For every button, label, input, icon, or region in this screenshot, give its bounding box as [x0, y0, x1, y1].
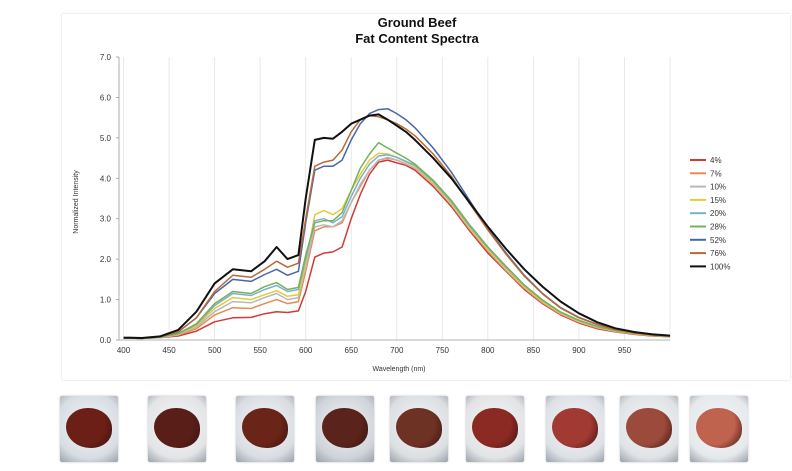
ground-beef-sample [472, 408, 518, 448]
ground-beef-sample [154, 408, 200, 448]
y-axis-label: Normalized Intensity [73, 170, 80, 234]
x-tick-label: 850 [527, 346, 541, 355]
series-line-8 [123, 113, 671, 339]
beef-sample-photo [466, 396, 524, 462]
ground-beef-sample [626, 408, 672, 448]
ground-beef-sample [242, 408, 288, 448]
y-tick-label: 7.0 [100, 53, 112, 62]
ground-beef-sample [322, 408, 368, 448]
beef-sample-photo [690, 396, 748, 462]
x-tick-label: 400 [117, 346, 131, 355]
y-tick-label: 0.0 [100, 336, 112, 345]
ground-beef-sample [696, 408, 742, 448]
sample-photo-strip [40, 396, 780, 468]
x-tick-label: 950 [618, 346, 632, 355]
chart-panel: Ground Beef Fat Content Spectra 400 450 50… [62, 14, 790, 380]
beef-sample-photo [316, 396, 374, 462]
beef-sample-photo [60, 396, 118, 462]
chart-title-line-1: Ground Beef [378, 15, 457, 30]
series-line-3 [123, 152, 671, 340]
x-tick-label: 600 [299, 346, 313, 355]
legend-label: 7% [710, 169, 722, 178]
legend-label: 76% [710, 249, 726, 258]
x-tick-label: 750 [436, 346, 450, 355]
y-tick-label: 1.0 [100, 296, 112, 305]
beef-sample-photo [236, 396, 294, 462]
legend-label: 10% [710, 183, 726, 192]
legend-label: 52% [710, 236, 726, 245]
x-tick-label: 700 [390, 346, 404, 355]
legend-label: 4% [710, 156, 722, 165]
legend-label: 15% [710, 196, 726, 205]
x-tick-label: 900 [572, 346, 586, 355]
ground-beef-sample [396, 408, 442, 448]
ground-beef-sample [552, 408, 598, 448]
beef-sample-photo [148, 396, 206, 462]
series-line-5 [123, 141, 671, 340]
beef-sample-photo [546, 396, 604, 462]
x-tick-label: 550 [253, 346, 267, 355]
legend-label: 28% [710, 223, 726, 232]
x-tick-label: 650 [345, 346, 359, 355]
beef-sample-photo [620, 396, 678, 462]
chart-title-line-2: Fat Content Spectra [355, 31, 479, 46]
x-tick-label: 500 [208, 346, 222, 355]
legend-label: 20% [710, 209, 726, 218]
x-tick-label: 800 [481, 346, 495, 355]
y-tick-label: 6.0 [100, 93, 112, 102]
beef-sample-photo [390, 396, 448, 462]
ground-beef-sample [66, 408, 112, 448]
x-axis-label: Wavelength (nm) [372, 366, 425, 373]
y-tick-label: 5.0 [100, 134, 112, 143]
x-tick-label: 450 [162, 346, 176, 355]
spectra-chart: Ground Beef Fat Content Spectra 400 450 50… [73, 15, 730, 373]
y-tick-label: 2.0 [100, 255, 112, 264]
legend-label: 100% [710, 262, 730, 271]
y-tick-label: 3.0 [100, 215, 112, 224]
y-tick-label: 4.0 [100, 174, 112, 183]
